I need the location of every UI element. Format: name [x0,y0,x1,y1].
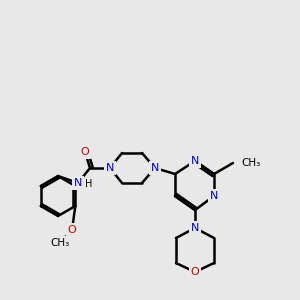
Text: N: N [74,178,82,188]
Text: H: H [85,179,92,189]
Text: N: N [106,163,114,173]
Text: O: O [190,267,200,277]
Text: O: O [68,225,76,235]
Text: O: O [81,147,89,157]
Text: N: N [191,223,199,233]
Text: N: N [191,156,199,166]
Text: CH₃: CH₃ [241,158,260,168]
Text: N: N [210,191,218,201]
Text: N: N [151,163,159,173]
Text: CH₃: CH₃ [50,238,70,248]
